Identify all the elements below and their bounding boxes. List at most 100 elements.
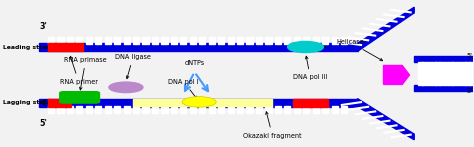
Bar — [256, 106, 262, 113]
Bar — [190, 106, 196, 113]
Bar — [143, 106, 149, 113]
Bar — [171, 106, 177, 113]
Bar — [439, 62, 444, 85]
Circle shape — [288, 41, 323, 52]
Bar — [76, 37, 82, 44]
Text: Leading strand: Leading strand — [3, 45, 55, 50]
Text: RNA primer: RNA primer — [60, 56, 98, 85]
Bar — [67, 106, 73, 113]
Bar — [246, 37, 253, 44]
Bar — [38, 43, 357, 51]
Bar — [461, 62, 465, 85]
Bar — [284, 106, 291, 113]
Text: DNA ligase: DNA ligase — [115, 54, 151, 79]
Polygon shape — [357, 99, 414, 140]
Polygon shape — [383, 66, 410, 84]
Bar — [95, 37, 101, 44]
FancyBboxPatch shape — [60, 92, 100, 103]
Bar — [265, 37, 272, 44]
Bar — [275, 37, 281, 44]
Bar — [124, 106, 130, 113]
Text: 3': 3' — [466, 88, 473, 94]
Bar — [284, 37, 291, 44]
Bar — [331, 37, 337, 44]
Bar — [133, 99, 273, 106]
Bar — [76, 106, 82, 113]
Bar — [313, 37, 319, 44]
Bar — [414, 85, 474, 91]
Bar — [143, 37, 149, 44]
Bar — [180, 106, 186, 113]
Bar — [431, 62, 436, 85]
Bar — [303, 37, 310, 44]
Bar — [322, 37, 328, 44]
Text: Helicase: Helicase — [337, 39, 383, 61]
Text: 5': 5' — [39, 119, 47, 128]
Bar — [218, 37, 224, 44]
Bar — [38, 99, 357, 107]
Bar — [228, 37, 234, 44]
Bar — [199, 106, 205, 113]
Bar — [341, 106, 347, 113]
Text: DNA pol I: DNA pol I — [168, 79, 199, 99]
Bar — [414, 56, 474, 62]
Bar — [209, 106, 215, 113]
Bar — [114, 37, 120, 44]
Bar — [133, 106, 139, 113]
Bar — [48, 99, 71, 107]
Bar — [57, 37, 64, 44]
Bar — [171, 37, 177, 44]
Bar — [199, 37, 205, 44]
Bar — [331, 106, 337, 113]
Bar — [218, 106, 224, 113]
Bar — [105, 106, 111, 113]
Bar — [237, 106, 243, 113]
Bar — [293, 99, 328, 107]
Text: RNA primase: RNA primase — [64, 57, 107, 90]
Bar — [133, 37, 139, 44]
Bar — [294, 37, 300, 44]
Text: Okazaki fragment: Okazaki fragment — [243, 112, 302, 139]
Bar — [67, 37, 73, 44]
Text: 5': 5' — [466, 53, 473, 59]
Circle shape — [182, 97, 216, 107]
Bar — [427, 62, 431, 85]
Bar — [190, 37, 196, 44]
Bar — [161, 106, 167, 113]
Bar — [444, 62, 448, 85]
Bar — [469, 62, 474, 85]
Bar — [237, 37, 243, 44]
Circle shape — [109, 82, 143, 93]
Bar — [448, 62, 453, 85]
Bar — [265, 106, 272, 113]
Bar — [303, 106, 310, 113]
Bar — [86, 37, 92, 44]
Bar — [313, 106, 319, 113]
Bar — [105, 37, 111, 44]
Polygon shape — [357, 7, 414, 51]
Bar — [180, 37, 186, 44]
Bar — [114, 106, 120, 113]
Bar — [228, 106, 234, 113]
Bar — [86, 106, 92, 113]
Bar — [435, 62, 440, 85]
Bar — [246, 106, 253, 113]
Bar — [341, 37, 347, 44]
Bar — [124, 37, 130, 44]
Bar — [95, 106, 101, 113]
Bar — [161, 37, 167, 44]
Bar — [57, 106, 64, 113]
Bar — [209, 37, 215, 44]
Text: Lagging strand: Lagging strand — [3, 100, 55, 105]
Bar — [456, 62, 461, 85]
Bar — [422, 62, 427, 85]
Bar — [48, 37, 54, 44]
Bar — [48, 106, 54, 113]
Bar — [152, 106, 158, 113]
Bar — [152, 37, 158, 44]
Bar — [452, 62, 457, 85]
Bar — [322, 106, 328, 113]
Bar — [465, 62, 470, 85]
Bar — [418, 62, 423, 85]
Bar — [294, 106, 300, 113]
